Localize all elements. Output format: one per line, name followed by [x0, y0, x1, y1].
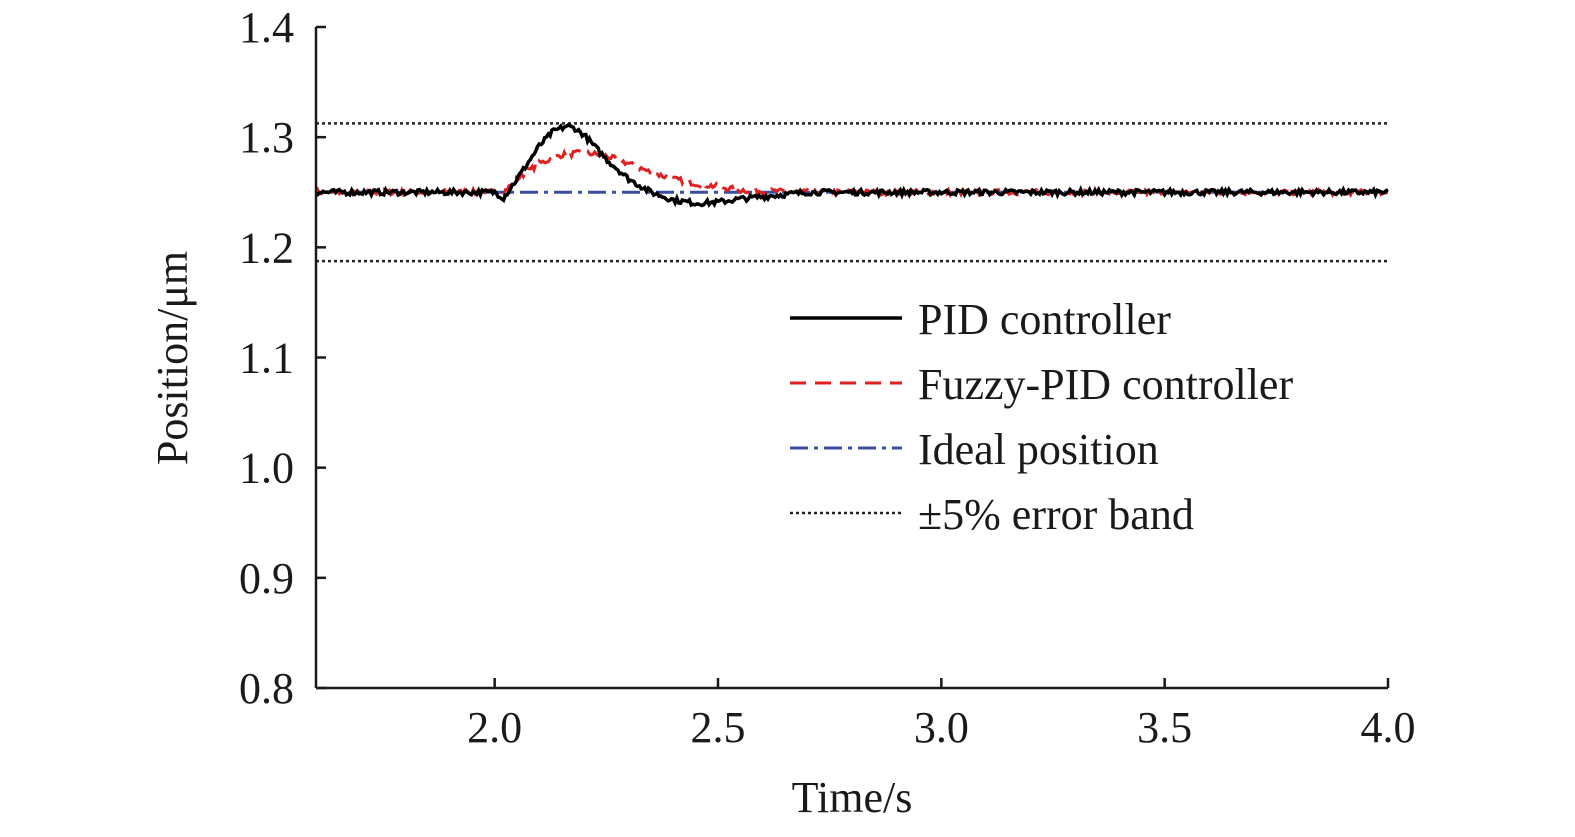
y-tick-label: 0.9	[239, 554, 294, 603]
legend-label-ideal-position: Ideal position	[918, 425, 1159, 474]
y-tick-label: 1.0	[239, 444, 294, 493]
x-tick-label: 2.0	[467, 703, 522, 752]
y-axis-title: Position/μm	[148, 251, 197, 465]
series-line-fuzzy-pid-controller	[314, 148, 1389, 200]
y-tick-label: 1.1	[239, 334, 294, 383]
legend-label-pid-controller: PID controller	[918, 295, 1171, 344]
legend-label-fuzzy-pid-controller: Fuzzy-PID controller	[918, 360, 1293, 409]
x-axis-title: Time/s	[792, 773, 913, 822]
plot-lines	[314, 122, 1389, 263]
x-tick-label: 2.5	[691, 703, 746, 752]
y-tick-label: 1.2	[239, 223, 294, 272]
y-tick-label: 0.8	[239, 664, 294, 713]
x-tick-label: 3.5	[1137, 703, 1192, 752]
y-tick-label: 1.4	[239, 3, 294, 52]
legend-label-5-error-band: ±5% error band	[918, 490, 1194, 539]
x-tick-label: 3.0	[914, 703, 969, 752]
y-tick-label: 1.3	[239, 113, 294, 162]
x-tick-label: 4.0	[1361, 703, 1416, 752]
axes: 0.8 0.9 1.0 1.1 1.2 1.3 1.4 2.0 2.5 3.0 3.5 4.0	[239, 3, 1416, 752]
series-line-pid-controller	[315, 123, 1389, 209]
legend: PID controller Fuzzy-PID controller Ideal …	[790, 295, 1293, 539]
